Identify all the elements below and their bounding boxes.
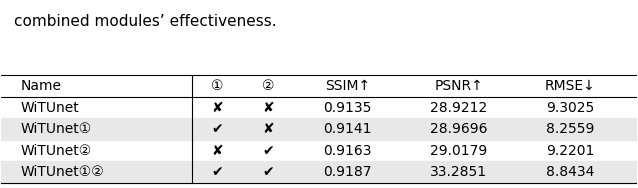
Text: Name: Name <box>20 79 61 93</box>
Bar <box>1 118 637 140</box>
Text: ①: ① <box>211 79 223 93</box>
Text: ✘: ✘ <box>212 101 223 115</box>
Text: 8.2559: 8.2559 <box>545 122 594 136</box>
Text: SSIM↑: SSIM↑ <box>325 79 370 93</box>
Text: 0.9187: 0.9187 <box>323 165 372 179</box>
Text: 9.2201: 9.2201 <box>545 144 594 158</box>
Text: WiTUnet①②: WiTUnet①② <box>20 165 104 179</box>
Text: ✘: ✘ <box>262 101 274 115</box>
Text: WiTUnet②: WiTUnet② <box>20 144 92 158</box>
Text: 8.8434: 8.8434 <box>545 165 594 179</box>
Text: WiTUnet①: WiTUnet① <box>20 122 92 136</box>
Text: 28.9696: 28.9696 <box>430 122 487 136</box>
Text: ✔: ✔ <box>262 144 274 158</box>
Text: combined modules’ effectiveness.: combined modules’ effectiveness. <box>14 14 277 29</box>
Text: ✔: ✔ <box>212 122 223 136</box>
Bar <box>1 161 637 183</box>
Text: PSNR↑: PSNR↑ <box>434 79 483 93</box>
Text: WiTUnet: WiTUnet <box>20 101 79 115</box>
Text: RMSE↓: RMSE↓ <box>545 79 595 93</box>
Text: 29.0179: 29.0179 <box>430 144 487 158</box>
Text: ✔: ✔ <box>262 165 274 179</box>
Text: ✔: ✔ <box>212 165 223 179</box>
Text: 33.2851: 33.2851 <box>430 165 487 179</box>
Text: ✘: ✘ <box>212 144 223 158</box>
Text: 9.3025: 9.3025 <box>545 101 594 115</box>
Text: 0.9135: 0.9135 <box>323 101 372 115</box>
Text: ✘: ✘ <box>262 122 274 136</box>
Text: 28.9212: 28.9212 <box>430 101 487 115</box>
Text: 0.9141: 0.9141 <box>323 122 372 136</box>
Text: ②: ② <box>262 79 274 93</box>
Text: 0.9163: 0.9163 <box>323 144 372 158</box>
